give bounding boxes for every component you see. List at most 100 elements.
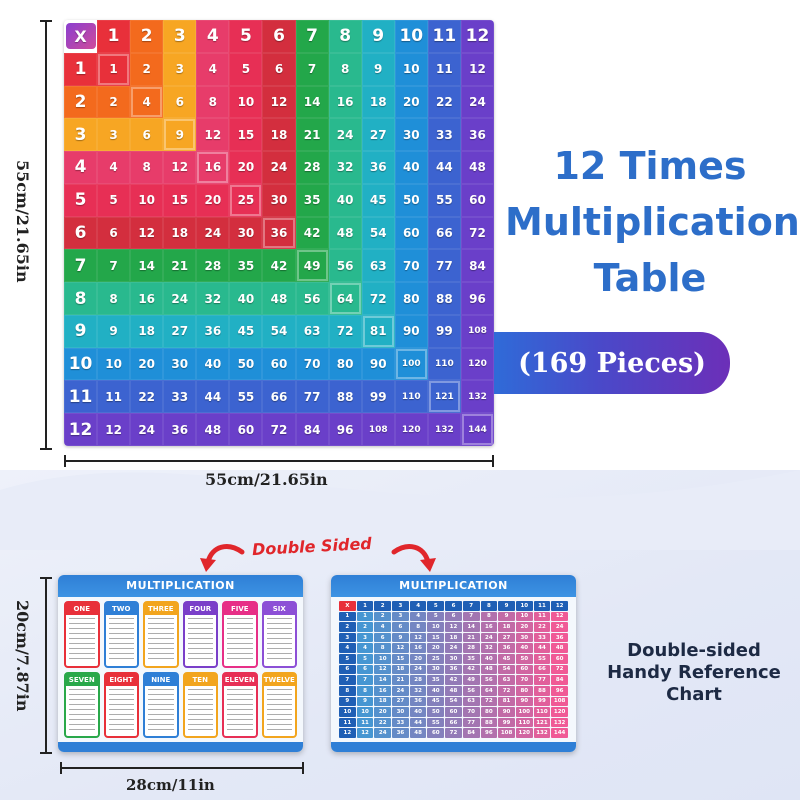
row-header: 7 (64, 249, 98, 283)
mini-product: 21 (392, 675, 409, 685)
column-header: 6 (262, 20, 296, 53)
product-cell: 120 (460, 347, 494, 381)
product-cell: 25 (229, 183, 263, 217)
product-cell: 100 (394, 347, 428, 381)
mini-product: 40 (427, 685, 445, 696)
product-cell: 64 (328, 282, 362, 315)
mini-product: 121 (533, 717, 551, 728)
mini-product: 14 (462, 622, 480, 632)
mini-product: 24 (392, 685, 409, 696)
times-table-boxes: ONE TWO THREE FOUR FIVE SIX SEVEN EIGHT NINE TEN E… (64, 601, 297, 738)
product-cell: 20 (229, 151, 263, 184)
product-cell: 30 (163, 347, 197, 381)
product-cell: 110 (394, 380, 428, 414)
product-cell: 5 (97, 183, 131, 217)
product-cell: 48 (328, 216, 362, 250)
mini-product: 8 (356, 685, 374, 696)
times-box-heading: EIGHT (105, 673, 137, 686)
row-header: 11 (64, 380, 98, 414)
times-box-ten: TEN (182, 671, 218, 738)
mini-product: 12 (409, 632, 427, 643)
mini-product: 11 (533, 611, 551, 622)
product-cell: 72 (460, 216, 494, 250)
product-cell: 90 (394, 314, 428, 348)
product-cell: 88 (328, 380, 362, 414)
right-arrow-icon (391, 544, 436, 572)
product-cell: 15 (163, 183, 197, 217)
row-header: 1 (64, 52, 98, 86)
mini-product: 96 (551, 685, 568, 696)
column-header: 8 (328, 20, 362, 53)
product-cell: 40 (328, 183, 362, 217)
mini-product: 99 (498, 717, 515, 728)
mini-product: 18 (445, 632, 462, 643)
product-cell: 3 (97, 118, 131, 152)
mini-product: 66 (533, 664, 551, 675)
mini-product: 48 (409, 728, 427, 738)
mini-product: 42 (445, 675, 462, 685)
mini-product: 88 (533, 685, 551, 696)
mini-product: 16 (480, 622, 498, 632)
product-cell: 42 (295, 216, 329, 250)
mini-product: 33 (392, 717, 409, 728)
product-cell: 18 (262, 118, 296, 152)
product-cell: 35 (295, 183, 329, 217)
mini-product: 15 (392, 654, 409, 664)
mini-product: 27 (498, 632, 515, 643)
mini-product: 6 (392, 622, 409, 632)
times-box-six: SIX (261, 601, 297, 668)
mini-product: 36 (392, 728, 409, 738)
mini-header: 3 (392, 601, 409, 611)
mini-product: 12 (551, 611, 568, 622)
product-cell: 77 (427, 249, 461, 283)
product-cell: 1 (97, 52, 131, 86)
mini-product: 35 (427, 675, 445, 685)
mini-header: 3 (339, 632, 356, 643)
mini-product: 110 (515, 717, 533, 728)
mini-product: 45 (498, 654, 515, 664)
mini-product: 33 (533, 632, 551, 643)
product-cell: 84 (295, 413, 329, 446)
mini-product: 9 (356, 696, 374, 707)
times-box-heading: NINE (145, 673, 177, 686)
product-cell: 4 (130, 85, 164, 119)
mini-product: 24 (409, 664, 427, 675)
chart-back: MULTIPLICATION X 1 2 3 4 5 6 7 8 9 10 11 12 1 1 2 3 4 5 6 7 8… (331, 575, 576, 752)
product-cell: 30 (262, 183, 296, 217)
mini-product: 80 (515, 685, 533, 696)
mini-product: 4 (409, 611, 427, 622)
mini-product: 144 (551, 728, 568, 738)
product-cell: 132 (460, 380, 494, 414)
mini-header: 8 (480, 601, 498, 611)
product-cell: 6 (163, 85, 197, 119)
corner-x: X (65, 23, 96, 50)
product-cell: 50 (394, 183, 428, 217)
times-box-lines (148, 618, 174, 663)
mini-product: 5 (427, 611, 445, 622)
times-box-lines (69, 688, 95, 733)
mini-product: 40 (409, 707, 427, 717)
product-cell: 22 (427, 85, 461, 119)
product-cell: 16 (130, 282, 164, 315)
mini-product: 60 (445, 707, 462, 717)
product-cell: 108 (460, 314, 494, 348)
mini-product: 60 (551, 654, 568, 664)
mini-product: 30 (427, 664, 445, 675)
mini-product: 90 (515, 696, 533, 707)
mini-product: 15 (427, 632, 445, 643)
product-cell: 77 (295, 380, 329, 414)
product-cell: 80 (394, 282, 428, 315)
product-cell: 32 (328, 151, 362, 184)
times-box-two: TWO (103, 601, 139, 668)
product-cell: 6 (262, 52, 296, 86)
mini-header: 12 (339, 728, 356, 738)
times-box-lines (187, 618, 213, 663)
product-cell: 50 (229, 347, 263, 381)
mini-product: 64 (480, 685, 498, 696)
times-box-heading: ONE (66, 603, 98, 615)
chart-front: MULTIPLICATION ONE TWO THREE FOUR FIVE SIX SEV… (58, 575, 303, 752)
mini-header: 9 (498, 601, 515, 611)
mini-product: 36 (551, 632, 568, 643)
puzzle-width-label: 55cm/21.65in (205, 470, 328, 489)
product-cell: 54 (262, 314, 296, 348)
